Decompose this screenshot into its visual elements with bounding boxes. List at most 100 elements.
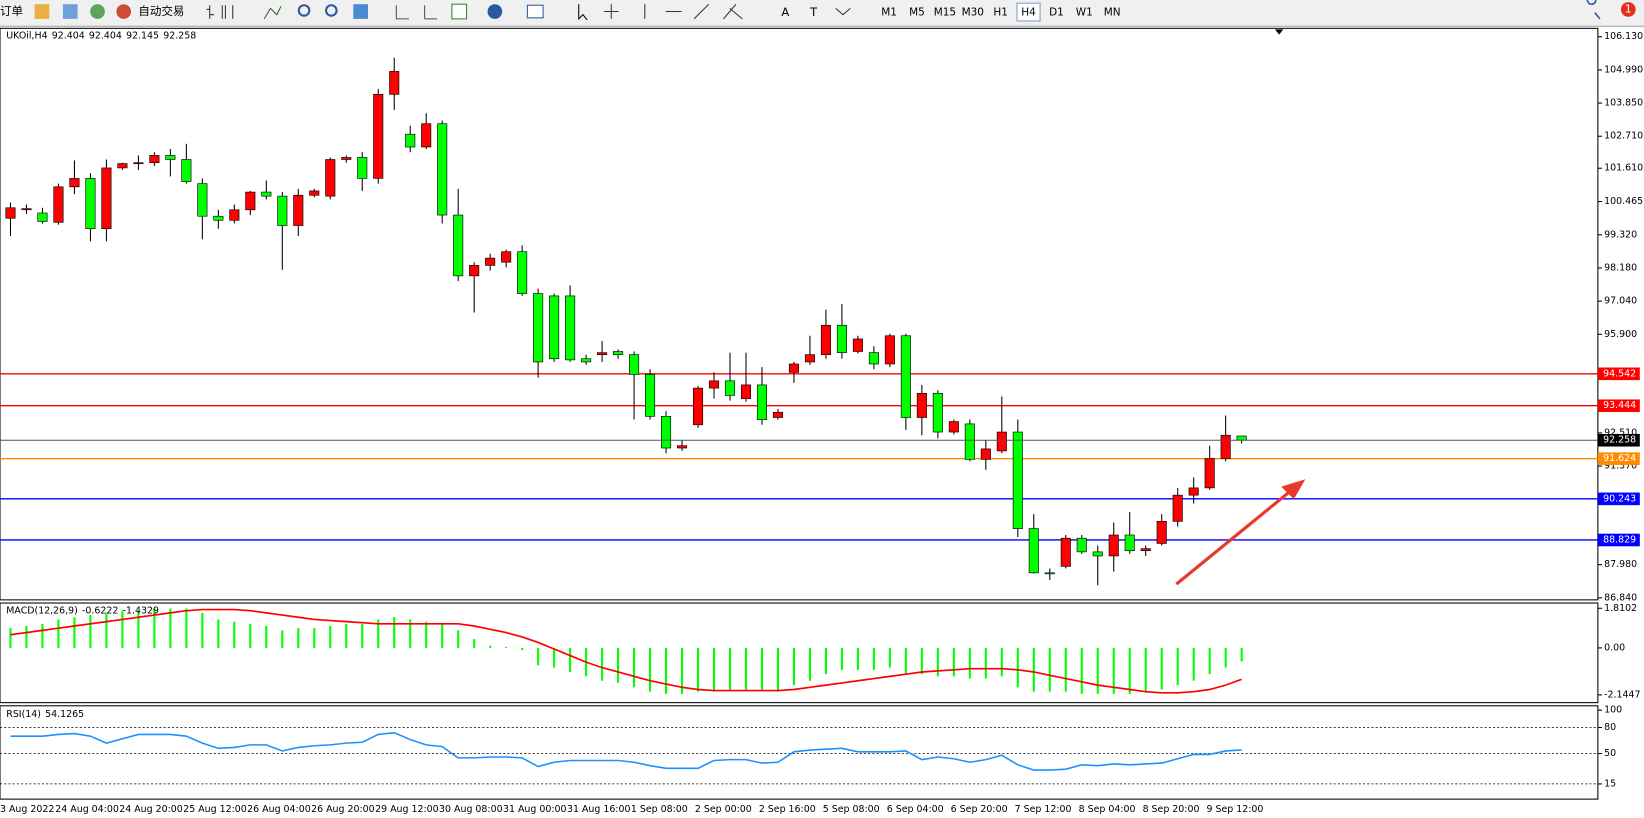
timeframe-button[interactable]: MN	[1104, 7, 1121, 19]
candle-body	[916, 393, 927, 418]
candle-body	[85, 178, 96, 230]
panel-title: MACD(12,26,9)	[6, 605, 78, 616]
icon[interactable]	[395, 5, 438, 20]
candle-body	[197, 183, 208, 217]
x-tick-label: 1 Sep 08:00	[631, 804, 688, 815]
level-label: 90.243	[1603, 493, 1636, 504]
icon[interactable]	[263, 6, 282, 20]
macd-bar	[984, 647, 987, 679]
macd-bar	[169, 608, 172, 648]
x-tick-label: 6 Sep 04:00	[887, 804, 944, 815]
level-label-bg	[1597, 367, 1640, 381]
macd-bar	[569, 647, 572, 672]
macd-bar	[9, 628, 12, 648]
macd-bar	[1160, 647, 1163, 690]
y-tick-label: 100	[1604, 705, 1622, 716]
macd-bar	[824, 647, 827, 675]
toolbar: 订单 自动交易 M1 M5 M15 M30 H1 H4 D1 W1 MN A T 1	[0, 0, 1644, 27]
candle-body	[772, 411, 783, 418]
candle-body	[996, 431, 1007, 452]
candle-body	[1028, 528, 1039, 574]
search[interactable]	[1586, 0, 1601, 20]
header-value: 92.145	[126, 30, 159, 41]
macd-bar	[712, 647, 716, 692]
y-tick-label: 87.980	[1604, 559, 1637, 570]
notification-badge[interactable]	[1620, 2, 1636, 17]
candle-body	[533, 293, 544, 363]
timeframe-button[interactable]: M30	[962, 7, 984, 19]
candle-body	[53, 186, 64, 223]
candle-body	[69, 178, 80, 188]
auto-trade-icon[interactable]	[116, 4, 132, 19]
zoom-in[interactable]	[297, 4, 311, 17]
tool-letter[interactable]: T	[809, 5, 818, 19]
timeframe-button[interactable]: M15	[934, 7, 956, 19]
macd-panel	[0, 602, 1599, 704]
macd-bar	[1144, 647, 1147, 692]
icon[interactable]	[90, 4, 105, 19]
panel-header: MACD(12,26,9) -0.6222 -1.4329	[6, 605, 159, 616]
timeframe-button[interactable]: H1	[993, 7, 1008, 19]
zoom-out[interactable]	[325, 4, 338, 17]
macd-bar	[41, 623, 44, 648]
macd-bar	[696, 647, 700, 692]
timeframe-button[interactable]: M5	[909, 7, 925, 19]
timeframe-button[interactable]: W1	[1076, 7, 1093, 19]
cursor[interactable]	[578, 4, 588, 21]
candle-body	[165, 155, 176, 160]
candle-body	[149, 155, 160, 164]
x-tick-label: 25 Aug 12:00	[183, 804, 247, 815]
icon[interactable]	[835, 7, 851, 16]
icon[interactable]	[34, 4, 50, 19]
periods[interactable]	[487, 4, 503, 19]
candle-body	[453, 214, 464, 277]
macd-bar	[936, 647, 939, 677]
crosshair[interactable]	[603, 4, 619, 19]
order-button[interactable]: 订单	[0, 4, 23, 18]
macd-bar	[1032, 647, 1035, 692]
x-tick-label: 24 Aug 20:00	[119, 804, 183, 815]
macd-bar	[553, 647, 556, 668]
macd-bar	[1016, 647, 1019, 688]
timeframe-button[interactable]: H4	[1021, 7, 1036, 19]
candle-body	[309, 190, 320, 196]
candle-body	[964, 423, 975, 460]
macd-bar	[1240, 647, 1243, 662]
tile[interactable]	[353, 4, 369, 19]
macd-bar	[1192, 647, 1195, 681]
icon[interactable]	[62, 4, 78, 19]
candle-body	[357, 157, 368, 179]
macd-bar	[1208, 647, 1211, 675]
timeframe-button[interactable]: D1	[1049, 7, 1064, 19]
candle-body	[1108, 534, 1119, 557]
y-tick-label: 95.900	[1604, 329, 1637, 340]
macd-bar	[744, 647, 748, 690]
candle-body	[597, 352, 608, 355]
macd-bar	[361, 623, 364, 648]
candle-body	[932, 393, 943, 433]
tool-letter[interactable]: A	[781, 5, 789, 19]
chart-type-icons[interactable]	[206, 5, 234, 19]
candle-body	[1076, 537, 1087, 553]
x-tick-label: 7 Sep 12:00	[1015, 804, 1072, 815]
templates[interactable]	[526, 4, 544, 19]
plot: 106.130 104.990 103.850 102.710 101.610 100.4…	[0, 30, 1643, 815]
indicators[interactable]	[451, 3, 468, 20]
macd-bar	[121, 610, 124, 648]
x-tick-label: 26 Aug 20:00	[311, 804, 375, 815]
auto-trade-button[interactable]: 自动交易	[138, 4, 184, 18]
x-tick-label: 3 Aug 2022	[0, 804, 54, 815]
macd-bar	[377, 619, 380, 648]
candle-body	[852, 338, 863, 352]
shift-marker	[1274, 29, 1284, 35]
candle-body	[676, 445, 688, 449]
x-tick-label: 29 Aug 12:00	[375, 804, 439, 815]
drawing-tools[interactable]	[644, 3, 743, 20]
macd-bar	[185, 608, 188, 648]
macd-bar	[664, 647, 668, 694]
y-tick-label: 98.180	[1604, 262, 1637, 273]
timeframe-button[interactable]: M1	[881, 7, 897, 19]
level-label: 94.542	[1603, 368, 1636, 379]
header-value: -1.4329	[123, 605, 159, 616]
